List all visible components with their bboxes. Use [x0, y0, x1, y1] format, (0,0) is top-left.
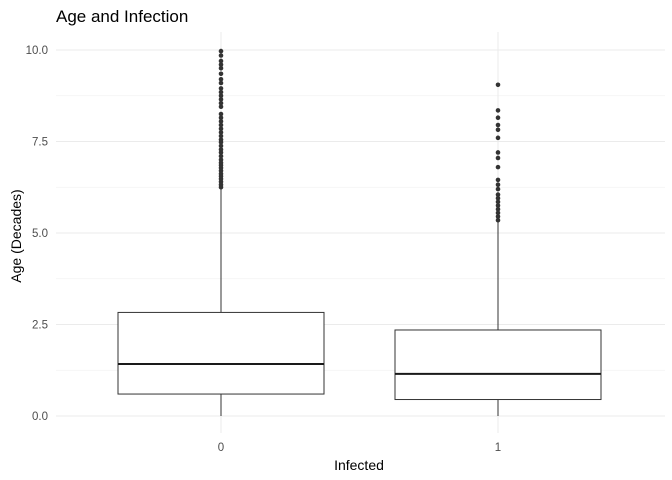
outlier-point — [218, 157, 224, 163]
outlier-point — [218, 76, 224, 82]
x-tick-label: 0 — [218, 442, 224, 454]
y-axis-title: Age (Decades) — [8, 189, 24, 282]
outlier-point — [218, 89, 224, 95]
outlier-point — [495, 164, 501, 170]
iqr-box — [117, 311, 325, 395]
iqr-box — [394, 329, 602, 401]
outlier-point — [218, 122, 224, 128]
outlier-point — [218, 133, 224, 139]
outlier-point — [495, 206, 501, 212]
outlier-point — [218, 62, 224, 67]
outlier-point — [218, 111, 224, 117]
outlier-point — [495, 127, 501, 133]
outlier-point — [218, 130, 224, 135]
box-1 — [394, 82, 602, 416]
outlier-point — [495, 186, 501, 192]
y-tick-labels: 0.0 2.5 5.0 7.5 10.0 — [26, 45, 48, 423]
outlier-point — [495, 155, 501, 161]
outlier-point — [495, 182, 501, 187]
y-tick-label: 0.0 — [32, 411, 48, 423]
outlier-point — [218, 86, 224, 91]
outlier-point — [495, 203, 501, 208]
outlier-point — [495, 150, 501, 155]
outlier-point — [218, 80, 224, 86]
outlier-point — [495, 192, 501, 197]
outlier-point — [218, 115, 224, 121]
outlier-point — [218, 93, 224, 99]
outlier-point — [218, 147, 224, 152]
outlier-point — [218, 126, 224, 131]
outlier-point — [495, 82, 501, 88]
outlier-point — [495, 122, 501, 128]
outlier-point — [218, 48, 224, 54]
boxes — [117, 48, 602, 416]
outlier-point — [495, 210, 501, 216]
outlier-point — [218, 137, 224, 142]
box-0 — [117, 48, 325, 416]
outlier-point — [218, 153, 224, 159]
x-axis-title: Infected — [334, 457, 384, 473]
outlier-point — [218, 71, 224, 77]
outlier-point — [495, 177, 501, 183]
y-tick-label: 2.5 — [32, 320, 48, 332]
outlier-point — [218, 58, 224, 64]
outlier-point — [495, 217, 501, 223]
outlier-point — [218, 66, 224, 71]
outlier-point — [495, 115, 501, 121]
outlier-point — [218, 53, 224, 58]
outlier-point — [218, 143, 224, 149]
y-tick-label: 7.5 — [32, 137, 48, 149]
y-tick-label: 10.0 — [26, 45, 48, 57]
outlier-point — [495, 195, 501, 201]
outlier-point — [495, 108, 501, 113]
x-tick-label: 1 — [495, 442, 501, 454]
outlier-point — [495, 135, 501, 141]
outlier-point — [218, 104, 224, 110]
y-tick-label: 5.0 — [32, 228, 48, 240]
outlier-point — [495, 214, 501, 219]
outlier-point — [495, 199, 501, 205]
outlier-point — [218, 97, 224, 102]
chart-title: Age and Infection — [56, 7, 188, 26]
outlier-point — [218, 119, 224, 124]
outlier-point — [218, 100, 224, 106]
